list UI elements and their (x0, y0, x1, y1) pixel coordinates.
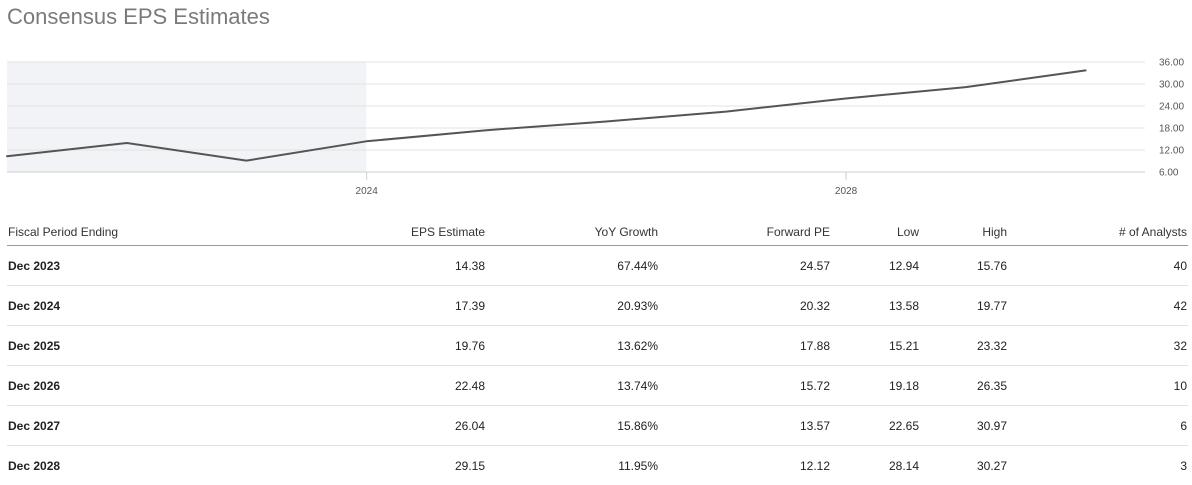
table-row: Dec 2026 22.48 13.74% 15.72 19.18 26.35 … (7, 366, 1188, 406)
table-row: Dec 2027 26.04 15.86% 13.57 22.65 30.97 … (7, 406, 1188, 446)
eps-estimate-cell: 19.76 (297, 326, 486, 366)
column-header-low[interactable]: Low (831, 219, 920, 246)
low-cell: 15.21 (831, 326, 920, 366)
eps-data-point[interactable] (244, 158, 249, 163)
forward-pe-cell: 17.88 (659, 326, 831, 366)
eps-data-point[interactable] (723, 109, 728, 114)
fiscal-period-cell: Dec 2025 (7, 326, 297, 366)
low-cell: 28.14 (831, 446, 920, 485)
num-analysts-cell: 40 (1008, 246, 1188, 286)
eps-estimate-cell: 17.39 (297, 286, 486, 326)
column-header-fiscal-period[interactable]: Fiscal Period Ending (7, 219, 297, 246)
eps-data-point[interactable] (5, 154, 10, 159)
eps-data-point[interactable] (1083, 68, 1088, 73)
table-row: Dec 2023 14.38 67.44% 24.57 12.94 15.76 … (7, 246, 1188, 286)
fiscal-period-cell: Dec 2026 (7, 366, 297, 406)
eps-data-point[interactable] (124, 141, 129, 146)
historical-shade (7, 62, 366, 172)
num-analysts-cell: 3 (1008, 446, 1188, 485)
column-header-forward-pe[interactable]: Forward PE (659, 219, 831, 246)
x-axis: 2024 2028 (356, 172, 858, 197)
fiscal-period-cell: Dec 2027 (7, 406, 297, 446)
yoy-growth-cell: 11.95% (486, 446, 659, 485)
eps-data-point[interactable] (484, 128, 489, 133)
high-cell: 15.76 (920, 246, 1008, 286)
forward-pe-cell: 12.12 (659, 446, 831, 485)
y-axis: 6.00 12.00 18.00 24.00 30.00 36.00 (1159, 58, 1184, 179)
high-cell: 23.32 (920, 326, 1008, 366)
eps-data-point[interactable] (604, 119, 609, 124)
y-tick-label: 6.00 (1159, 168, 1179, 179)
y-tick-label: 18.00 (1159, 124, 1184, 135)
num-analysts-cell: 6 (1008, 406, 1188, 446)
y-tick-label: 12.00 (1159, 146, 1184, 157)
forward-pe-cell: 20.32 (659, 286, 831, 326)
yoy-growth-cell: 15.86% (486, 406, 659, 446)
high-cell: 30.27 (920, 446, 1008, 485)
y-tick-label: 30.00 (1159, 80, 1184, 91)
y-tick-label: 24.00 (1159, 102, 1184, 113)
table-header-row: Fiscal Period Ending EPS Estimate YoY Gr… (7, 219, 1188, 246)
x-tick-label: 2024 (356, 186, 379, 197)
low-cell: 19.18 (831, 366, 920, 406)
high-cell: 26.35 (920, 366, 1008, 406)
eps-data-point[interactable] (963, 85, 968, 90)
forward-pe-cell: 24.57 (659, 246, 831, 286)
table-row: Dec 2024 17.39 20.93% 20.32 13.58 19.77 … (7, 286, 1188, 326)
table-row: Dec 2028 29.15 11.95% 12.12 28.14 30.27 … (7, 446, 1188, 485)
num-analysts-cell: 32 (1008, 326, 1188, 366)
x-tick-label: 2028 (835, 186, 858, 197)
yoy-growth-cell: 20.93% (486, 286, 659, 326)
eps-data-point[interactable] (364, 139, 369, 144)
forward-pe-cell: 13.57 (659, 406, 831, 446)
high-cell: 19.77 (920, 286, 1008, 326)
eps-estimate-cell: 22.48 (297, 366, 486, 406)
eps-data-point[interactable] (843, 96, 848, 101)
column-header-eps-estimate[interactable]: EPS Estimate (297, 219, 486, 246)
column-header-high[interactable]: High (920, 219, 1008, 246)
num-analysts-cell: 10 (1008, 366, 1188, 406)
fiscal-period-cell: Dec 2024 (7, 286, 297, 326)
yoy-growth-cell: 13.74% (486, 366, 659, 406)
yoy-growth-cell: 67.44% (486, 246, 659, 286)
eps-estimate-cell: 26.04 (297, 406, 486, 446)
fiscal-period-cell: Dec 2023 (7, 246, 297, 286)
eps-estimate-cell: 14.38 (297, 246, 486, 286)
num-analysts-cell: 42 (1008, 286, 1188, 326)
high-cell: 30.97 (920, 406, 1008, 446)
eps-line-chart: 2024 2028 6.00 12.00 18.00 24.00 30.00 36.00 (0, 0, 1192, 210)
fiscal-period-cell: Dec 2028 (7, 446, 297, 485)
eps-estimates-table: Fiscal Period Ending EPS Estimate YoY Gr… (7, 219, 1188, 485)
historical-shaded-region (7, 62, 366, 172)
y-tick-label: 36.00 (1159, 58, 1184, 69)
eps-estimate-cell: 29.15 (297, 446, 486, 485)
column-header-num-analysts[interactable]: # of Analysts (1008, 219, 1188, 246)
table-row: Dec 2025 19.76 13.62% 17.88 15.21 23.32 … (7, 326, 1188, 366)
forward-pe-cell: 15.72 (659, 366, 831, 406)
low-cell: 13.58 (831, 286, 920, 326)
low-cell: 12.94 (831, 246, 920, 286)
column-header-yoy-growth[interactable]: YoY Growth (486, 219, 659, 246)
low-cell: 22.65 (831, 406, 920, 446)
yoy-growth-cell: 13.62% (486, 326, 659, 366)
